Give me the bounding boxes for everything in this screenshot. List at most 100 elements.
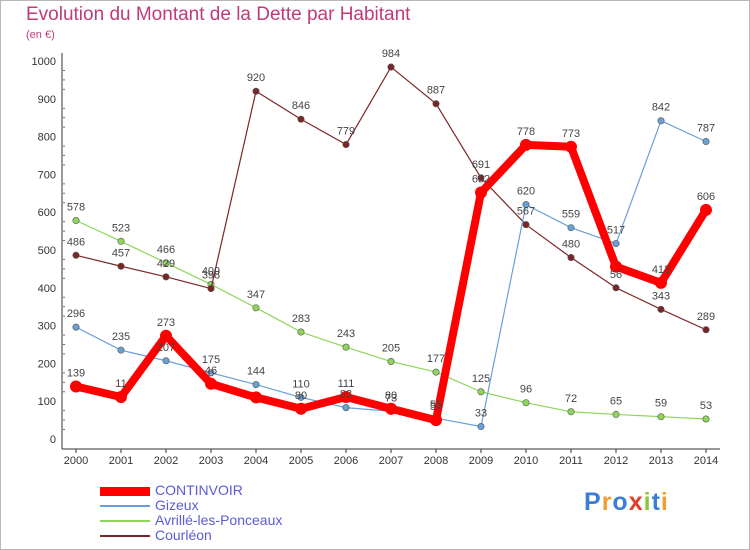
x-tick-label: 2008 [424, 455, 448, 467]
logo-letter: i [643, 488, 652, 516]
data-label-0: 46 [205, 365, 217, 377]
data-label-0: 413 [652, 264, 670, 276]
data-label-2: 53 [700, 400, 712, 412]
logo-letter: o [612, 488, 629, 516]
data-label-3: 480 [562, 239, 580, 251]
data-label-2: 177 [427, 353, 445, 365]
y-tick-label: 800 [38, 132, 56, 144]
series-point-3 [612, 284, 620, 292]
series-point-3 [657, 305, 665, 313]
logo-letter: i [660, 488, 669, 516]
data-label-2: 578 [67, 202, 85, 214]
series-point-2 [72, 217, 80, 225]
x-tick-label: 2011 [559, 455, 583, 467]
series-point-2 [657, 413, 665, 421]
data-label-2: 283 [292, 313, 310, 325]
data-label-2: 125 [472, 373, 490, 385]
series-point-1 [612, 240, 620, 248]
data-label-3: 398 [202, 270, 220, 282]
series-point-2 [432, 368, 440, 376]
series-point-2 [387, 358, 395, 366]
data-label-3: 567 [517, 206, 535, 218]
data-label-3: 56 [610, 269, 622, 281]
x-tick-label: 2000 [64, 455, 88, 467]
legend-label: CONTINVOIR [155, 482, 243, 498]
y-tick-label: 1000 [32, 56, 56, 68]
series-point-0 [160, 329, 172, 342]
series-point-1 [207, 369, 215, 377]
series-point-0 [565, 140, 577, 153]
data-label-1: 110 [292, 378, 310, 390]
x-tick-label: 2002 [154, 455, 178, 467]
x-tick-label: 2006 [334, 455, 358, 467]
series-point-0 [205, 377, 217, 390]
series-point-0 [700, 203, 712, 216]
x-tick-label: 2009 [469, 455, 493, 467]
series-point-0 [115, 391, 127, 404]
data-label-3: 457 [112, 247, 130, 259]
data-label-0: 80 [295, 390, 307, 402]
y-tick-label: 200 [38, 358, 56, 370]
series-point-0 [250, 391, 262, 404]
x-tick-label: 2005 [289, 455, 313, 467]
chart-title: Evolution du Montant de la Dette par Hab… [26, 4, 411, 25]
x-tick-label: 2003 [199, 455, 223, 467]
series-point-2 [477, 388, 485, 396]
series-point-1 [342, 404, 350, 412]
data-label-1: 33 [475, 408, 487, 420]
series-point-3 [477, 174, 485, 182]
data-label-3: 289 [697, 311, 715, 323]
series-point-2 [522, 399, 530, 407]
data-label-0: 111 [338, 378, 355, 390]
data-label-3: 984 [382, 48, 400, 60]
series-point-2 [612, 410, 620, 418]
data-label-1: 207 [157, 342, 175, 354]
series-point-1 [297, 393, 305, 401]
series-point-2 [567, 408, 575, 416]
y-tick-label: 600 [38, 207, 56, 219]
series-point-0 [430, 414, 442, 427]
data-label-2: 205 [382, 343, 400, 355]
series-point-3 [387, 63, 395, 71]
data-label-1: 235 [112, 331, 130, 343]
series-point-3 [162, 273, 170, 281]
x-tick-label: 2014 [694, 455, 718, 467]
series-point-2 [342, 343, 350, 351]
series-point-3 [117, 262, 125, 270]
data-label-0: 11 [115, 378, 126, 390]
logo-letter: r [601, 488, 613, 516]
data-label-0: 80 [385, 390, 397, 402]
x-tick-label: 2004 [244, 455, 268, 467]
series-point-1 [117, 346, 125, 354]
data-label-0: 773 [562, 128, 580, 140]
data-label-2: 347 [247, 289, 265, 301]
data-label-1: 559 [562, 209, 580, 221]
data-label-2: 59 [655, 398, 667, 410]
logo-letter: P [584, 488, 602, 516]
legend-swatch [100, 505, 150, 507]
data-label-1: 517 [607, 225, 625, 237]
data-label-3: 846 [292, 100, 310, 112]
y-tick-label: 400 [38, 283, 56, 295]
legend-label: Avrillé-les-Ponceaux [155, 512, 283, 528]
series-line-0 [72, 140, 710, 425]
data-label-1: 144 [247, 366, 265, 378]
series-point-1 [522, 201, 530, 209]
series-point-1 [162, 357, 170, 365]
series-layer [70, 63, 712, 431]
data-label-2: 409 [202, 265, 220, 277]
series-point-2 [702, 415, 710, 423]
legend-label: Courléon [155, 527, 212, 543]
data-label-1: 620 [517, 186, 535, 198]
series-point-3 [432, 100, 440, 108]
series-point-0 [610, 260, 622, 273]
data-label-0: 652 [472, 174, 490, 186]
data-label-2: 96 [520, 384, 532, 396]
legend-swatch [100, 535, 150, 537]
series-point-0 [385, 402, 397, 415]
data-label-3: 887 [427, 85, 445, 97]
series-point-3 [702, 326, 710, 334]
series-point-2 [162, 259, 170, 267]
